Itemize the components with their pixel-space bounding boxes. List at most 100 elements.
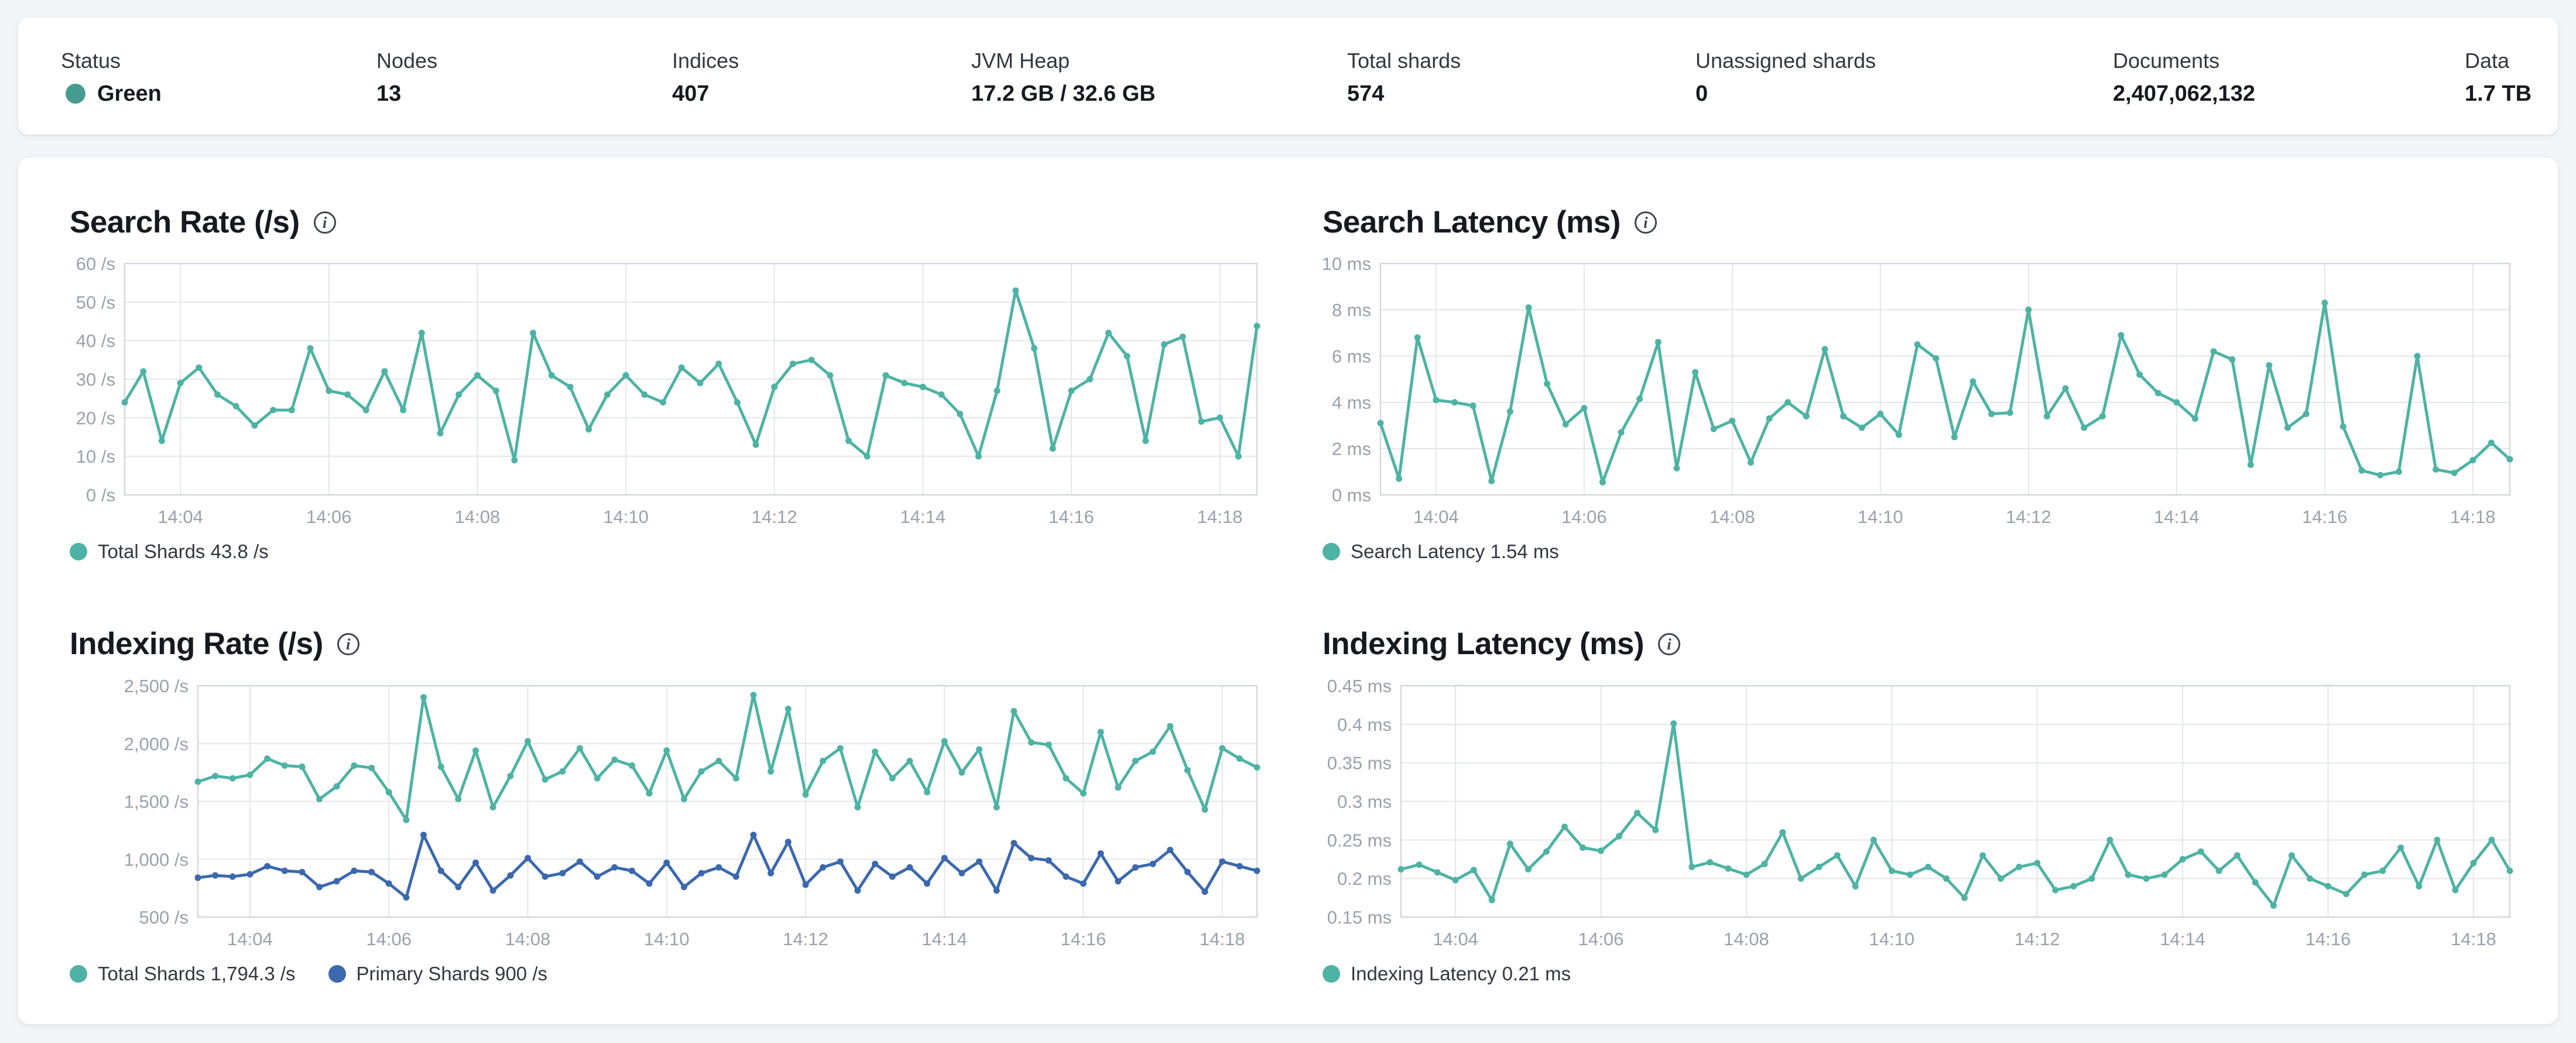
series-point bbox=[919, 384, 926, 391]
chart-legend: Total Shards 1,794.3 /s Primary Shards 90… bbox=[70, 963, 1272, 985]
series-point bbox=[1707, 859, 1714, 866]
series-point bbox=[567, 384, 574, 391]
info-icon[interactable]: i bbox=[1658, 633, 1681, 656]
series-point bbox=[1149, 748, 1156, 755]
series-point bbox=[2197, 848, 2204, 855]
series-point bbox=[576, 744, 583, 751]
series-line bbox=[123, 289, 1259, 462]
y-axis-tick-label: 1,500 /s bbox=[124, 791, 189, 812]
series-point bbox=[1924, 863, 1931, 870]
series-point bbox=[958, 769, 965, 776]
chart-plot: 0.15 ms 0.2 ms 0.25 ms 0.3 ms 0.35 ms 0.4 ms 0… bbox=[1327, 677, 2513, 949]
series-point bbox=[455, 883, 462, 890]
series-point bbox=[1253, 764, 1260, 771]
x-axis-tick-label: 14:08 bbox=[455, 507, 501, 527]
series-point bbox=[1580, 844, 1586, 851]
series-point bbox=[1031, 345, 1037, 352]
info-icon[interactable]: i bbox=[1634, 211, 1657, 234]
series-point bbox=[2470, 859, 2477, 866]
series-point bbox=[1219, 858, 1226, 865]
series-point bbox=[316, 883, 323, 890]
series-point bbox=[1397, 866, 1405, 873]
series-point bbox=[1943, 875, 1950, 882]
chart-canvas-indexing-latency[interactable]: 0.15 ms 0.2 ms 0.25 ms 0.3 ms 0.35 ms 0.4 ms 0… bbox=[1304, 677, 2524, 955]
chart-title: Search Rate (/s) bbox=[70, 205, 300, 240]
chart-plot: 0 /s 10 /s 20 /s 30 /s 40 /s 50 /s 60 /s 14:04 1… bbox=[76, 255, 1260, 527]
series-point bbox=[993, 803, 1000, 811]
x-axis-tick-label: 14:12 bbox=[752, 507, 797, 527]
chart-title-row: Search Rate (/s) i bbox=[70, 205, 1272, 240]
metric-value: Green bbox=[61, 81, 376, 107]
series-point bbox=[437, 763, 444, 770]
series-point bbox=[1797, 875, 1804, 882]
series-point bbox=[548, 372, 555, 379]
x-axis-tick-label: 14:10 bbox=[1869, 929, 1915, 949]
series-point bbox=[659, 399, 666, 406]
legend-item: Total Shards 1,794.3 /s bbox=[70, 963, 296, 985]
series-point bbox=[594, 775, 601, 782]
series-point bbox=[1149, 860, 1156, 867]
series-point bbox=[2266, 362, 2273, 369]
series-point bbox=[1618, 429, 1625, 436]
series-line bbox=[196, 693, 1259, 822]
chart-search-rate: Search Rate (/s) i 0 /s 10 /s 20 /s 30 /s 40… bbox=[52, 205, 1272, 563]
x-axis-tick-label: 14:18 bbox=[2450, 507, 2496, 527]
metric-value: 13 bbox=[376, 81, 402, 106]
series-point bbox=[333, 877, 340, 884]
series-point bbox=[281, 762, 288, 769]
series-point bbox=[1010, 839, 1018, 846]
series-point bbox=[1115, 784, 1122, 791]
series-point bbox=[2052, 886, 2059, 893]
series-point bbox=[837, 858, 844, 865]
y-axis-tick-label: 0.45 ms bbox=[1327, 677, 1392, 696]
series-point bbox=[1652, 826, 1659, 833]
series-point bbox=[2379, 867, 2386, 874]
series-point bbox=[715, 757, 722, 764]
series-point bbox=[511, 457, 518, 464]
metric-label: Unassigned shards bbox=[1695, 49, 1876, 73]
status-text: Green bbox=[97, 81, 162, 106]
info-icon[interactable]: i bbox=[313, 211, 336, 234]
series-point bbox=[646, 880, 653, 887]
series-point bbox=[1561, 823, 1568, 830]
series-point bbox=[837, 744, 844, 751]
series-point bbox=[1219, 744, 1226, 751]
series-point bbox=[472, 747, 479, 754]
series-point bbox=[559, 870, 566, 877]
series-point bbox=[1010, 707, 1018, 714]
series-point bbox=[368, 868, 375, 876]
series-point bbox=[1488, 897, 1495, 904]
legend-dot-icon bbox=[1323, 543, 1340, 561]
series-point bbox=[1840, 413, 1847, 420]
series-point bbox=[715, 864, 722, 871]
series-point bbox=[1377, 420, 1384, 427]
chart-canvas-search-rate[interactable]: 0 /s 10 /s 20 /s 30 /s 40 /s 50 /s 60 /s 14:04 1… bbox=[52, 255, 1272, 532]
series-point bbox=[420, 831, 427, 838]
series-point bbox=[542, 873, 549, 880]
series-point bbox=[1201, 806, 1208, 813]
series-line bbox=[196, 833, 1259, 899]
info-icon[interactable]: i bbox=[337, 633, 359, 656]
x-axis-tick-label: 14:14 bbox=[900, 507, 946, 527]
series-point bbox=[1888, 867, 1895, 874]
series-point bbox=[750, 831, 757, 838]
series-point bbox=[246, 870, 254, 877]
chart-canvas-search-latency[interactable]: 0 ms 2 ms 4 ms 6 ms 8 ms 10 ms 14:04 14:06 14:08… bbox=[1304, 255, 2524, 532]
series-point bbox=[641, 391, 648, 398]
legend-label: Indexing Latency 0.21 ms bbox=[1351, 962, 1571, 984]
series-point bbox=[299, 868, 306, 876]
series-point bbox=[1396, 476, 1403, 483]
series-point bbox=[1969, 378, 1976, 385]
x-axis-tick-label: 14:08 bbox=[505, 929, 551, 949]
metric-data-size: Data 1.7 TB bbox=[2465, 49, 2532, 135]
series-point bbox=[820, 757, 827, 764]
series-point bbox=[924, 788, 930, 795]
series-point bbox=[1616, 832, 1623, 839]
charts-grid: Search Rate (/s) i 0 /s 10 /s 20 /s 30 /s 40… bbox=[52, 205, 2524, 985]
series-point bbox=[1161, 341, 1167, 348]
series-point bbox=[351, 867, 358, 874]
x-axis-tick-label: 14:10 bbox=[1858, 507, 1903, 527]
chart-canvas-indexing-rate[interactable]: 500 /s 1,000 /s 1,500 /s 2,000 /s 2,500 /s 14… bbox=[52, 677, 1272, 955]
series-point bbox=[420, 693, 427, 700]
chart-plot: 500 /s 1,000 /s 1,500 /s 2,000 /s 2,500 /s 14… bbox=[124, 677, 1260, 949]
